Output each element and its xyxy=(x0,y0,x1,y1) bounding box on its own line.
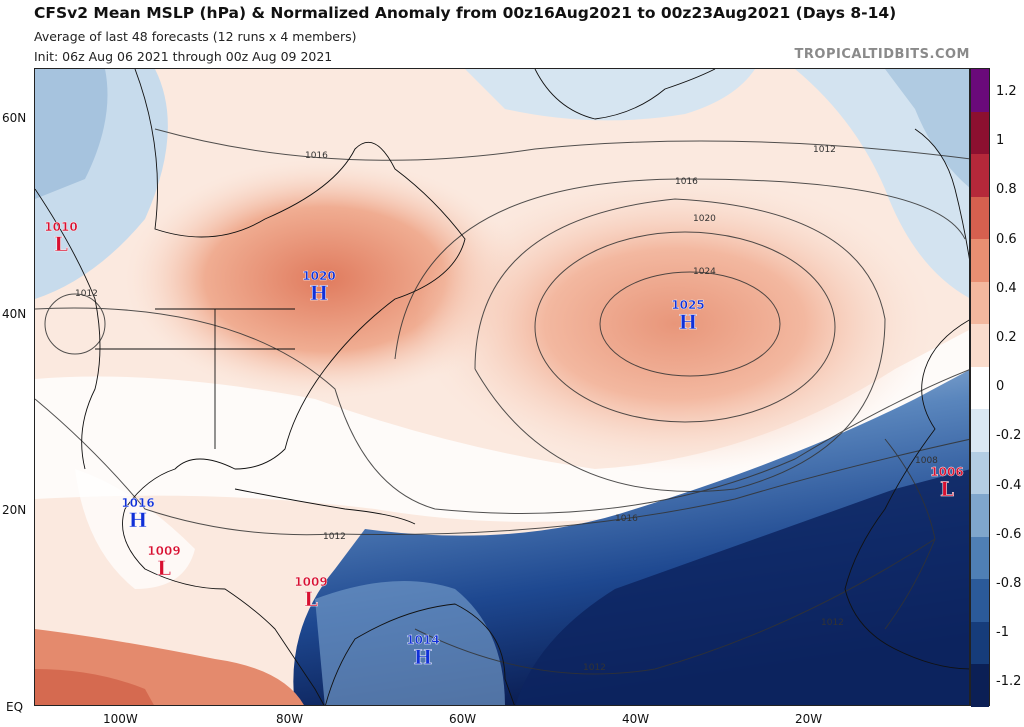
contour-label: 1024 xyxy=(693,267,716,277)
init-line: Init: 06z Aug 06 2021 through 00z Aug 09… xyxy=(34,49,333,64)
colorbar-segment xyxy=(971,664,989,708)
colorbar-tick-label: 0.6 xyxy=(996,231,1017,247)
lon-label: 40W xyxy=(622,712,650,726)
colorbar-tick-label: -1.2 xyxy=(996,674,1022,690)
colorbar-tick-label: -0.8 xyxy=(996,576,1022,591)
high-pressure-center: 1016 H xyxy=(121,496,155,532)
contour-label: 1012 xyxy=(821,618,844,628)
contour-label: 1012 xyxy=(583,663,606,673)
colorbar-segment xyxy=(971,239,989,283)
colorbar-tick-label: -0.2 xyxy=(996,428,1022,444)
map-panel: 1012 1016 1016 1020 1024 1012 1016 1012 … xyxy=(34,68,970,706)
colorbar-tick-label: 0.2 xyxy=(996,330,1017,345)
lon-label: 80W xyxy=(276,712,304,726)
high-pressure-center: 1020 H xyxy=(302,269,336,305)
colorbar-segment xyxy=(971,154,989,198)
contour-label: 1008 xyxy=(915,456,938,466)
colorbar-segment xyxy=(971,69,989,113)
lat-label: 40N xyxy=(2,307,27,321)
colorbar-segment xyxy=(971,579,989,623)
colorbar-tick-label: -1 xyxy=(996,625,1009,641)
lon-label: 100W xyxy=(103,712,138,726)
colorbar-segment xyxy=(971,281,989,325)
colorbar-tick-label: -0.4 xyxy=(996,477,1022,493)
low-pressure-center: 1006 L xyxy=(930,465,964,501)
colorbar-tick-label: -0.6 xyxy=(996,526,1022,542)
chart-subtitle: Average of last 48 forecasts (12 runs x … xyxy=(34,29,357,44)
colorbar-segment xyxy=(971,366,989,410)
colorbar-segment xyxy=(971,196,989,240)
coastlines xyxy=(35,69,969,705)
contour-label: 1012 xyxy=(75,289,98,299)
colorbar-tick-label: 1.2 xyxy=(996,84,1017,99)
lat-label: 20N xyxy=(2,503,27,517)
colorbar-tick-label: 0 xyxy=(996,379,1005,395)
contour-label: 1016 xyxy=(675,177,698,187)
colorbar-segment xyxy=(971,536,989,580)
colorbar-tick-label: 0.4 xyxy=(996,280,1017,296)
low-pressure-center: 1009 L xyxy=(294,575,328,611)
colorbar-segment xyxy=(971,409,989,453)
brand-watermark: TROPICALTIDBITS.COM xyxy=(794,47,970,62)
colorbar xyxy=(970,68,990,708)
contour-label: 1016 xyxy=(615,514,638,524)
colorbar-segment xyxy=(971,324,989,368)
contour-label: 1012 xyxy=(813,145,836,155)
isobar-lines xyxy=(35,128,969,675)
colorbar-tick-label: 0.8 xyxy=(996,182,1017,198)
high-pressure-center: 1014 H xyxy=(406,633,440,669)
contour-label: 1020 xyxy=(693,214,716,224)
colorbar-segment xyxy=(971,111,989,155)
lat-label: EQ xyxy=(6,700,24,714)
high-pressure-center: 1025 H xyxy=(671,298,705,334)
lon-label: 60W xyxy=(449,712,477,726)
anomaly-field xyxy=(35,69,969,705)
colorbar-tick-label: 1 xyxy=(996,133,1005,149)
contour-label: 1012 xyxy=(323,532,346,542)
colorbar-segment xyxy=(971,451,989,495)
lon-label: 20W xyxy=(795,712,823,726)
colorbar-segment xyxy=(971,494,989,538)
low-pressure-center: 1009 L xyxy=(147,544,181,580)
chart-title: CFSv2 Mean MSLP (hPa) & Normalized Anoma… xyxy=(34,4,897,22)
low-pressure-center: 1010 L xyxy=(44,220,78,256)
contour-label: 1016 xyxy=(305,151,328,161)
colorbar-segment xyxy=(971,621,989,665)
lat-label: 60N xyxy=(2,111,27,125)
